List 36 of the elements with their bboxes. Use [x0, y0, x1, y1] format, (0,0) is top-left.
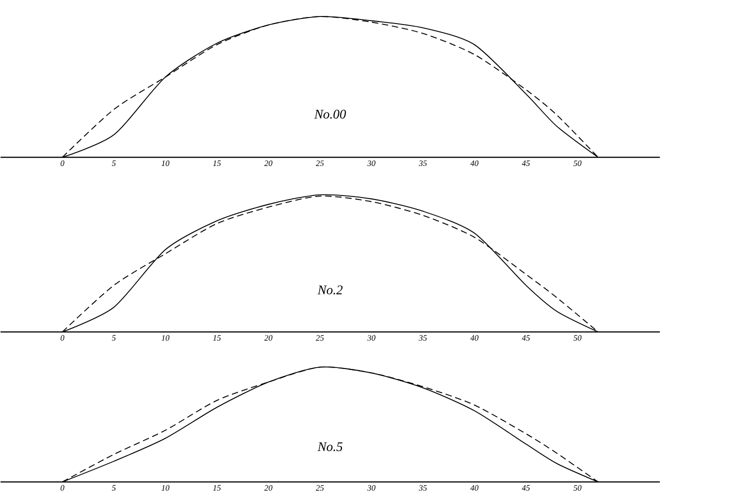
x-tick-label: 35 [418, 335, 427, 341]
annotation: No.00 [314, 110, 346, 119]
x-tick-label: 0 [60, 335, 64, 341]
x-tick-label: 40 [470, 485, 478, 491]
x-tick-label: 15 [213, 485, 221, 491]
x-tick-label: 10 [162, 160, 170, 166]
x-tick-label: 0 [60, 160, 64, 166]
x-tick-label: 25 [316, 335, 324, 341]
x-tick-label: 40 [470, 160, 478, 166]
x-tick-label: 25 [316, 485, 324, 491]
x-tick-label: 45 [522, 160, 530, 166]
x-tick-label: 30 [367, 160, 376, 166]
x-tick-label: 45 [522, 335, 530, 341]
x-tick-label: 25 [316, 160, 324, 166]
x-tick-label: 5 [112, 485, 116, 491]
x-tick-label: 45 [522, 485, 530, 491]
x-tick-label: 30 [367, 485, 376, 491]
x-tick-label: 10 [162, 485, 170, 491]
x-tick-label: 20 [264, 485, 272, 491]
x-tick-label: 15 [213, 160, 221, 166]
x-tick-label: 20 [264, 335, 272, 341]
x-tick-label: 35 [418, 485, 427, 491]
x-tick-label: 50 [573, 160, 582, 166]
x-tick-label: 5 [112, 335, 116, 341]
x-tick-label: 0 [60, 485, 64, 491]
x-tick-label: 35 [418, 160, 427, 166]
x-tick-label: 5 [112, 160, 116, 166]
x-tick-label: 15 [213, 335, 221, 341]
x-tick-label: 20 [264, 160, 272, 166]
x-tick-label: 50 [573, 485, 582, 491]
x-tick-label: 30 [367, 335, 376, 341]
x-tick-label: 50 [573, 335, 582, 341]
annotation: No.2 [317, 286, 343, 294]
x-tick-label: 10 [162, 335, 170, 341]
x-tick-label: 40 [470, 335, 478, 341]
annotation: No.5 [317, 442, 342, 452]
